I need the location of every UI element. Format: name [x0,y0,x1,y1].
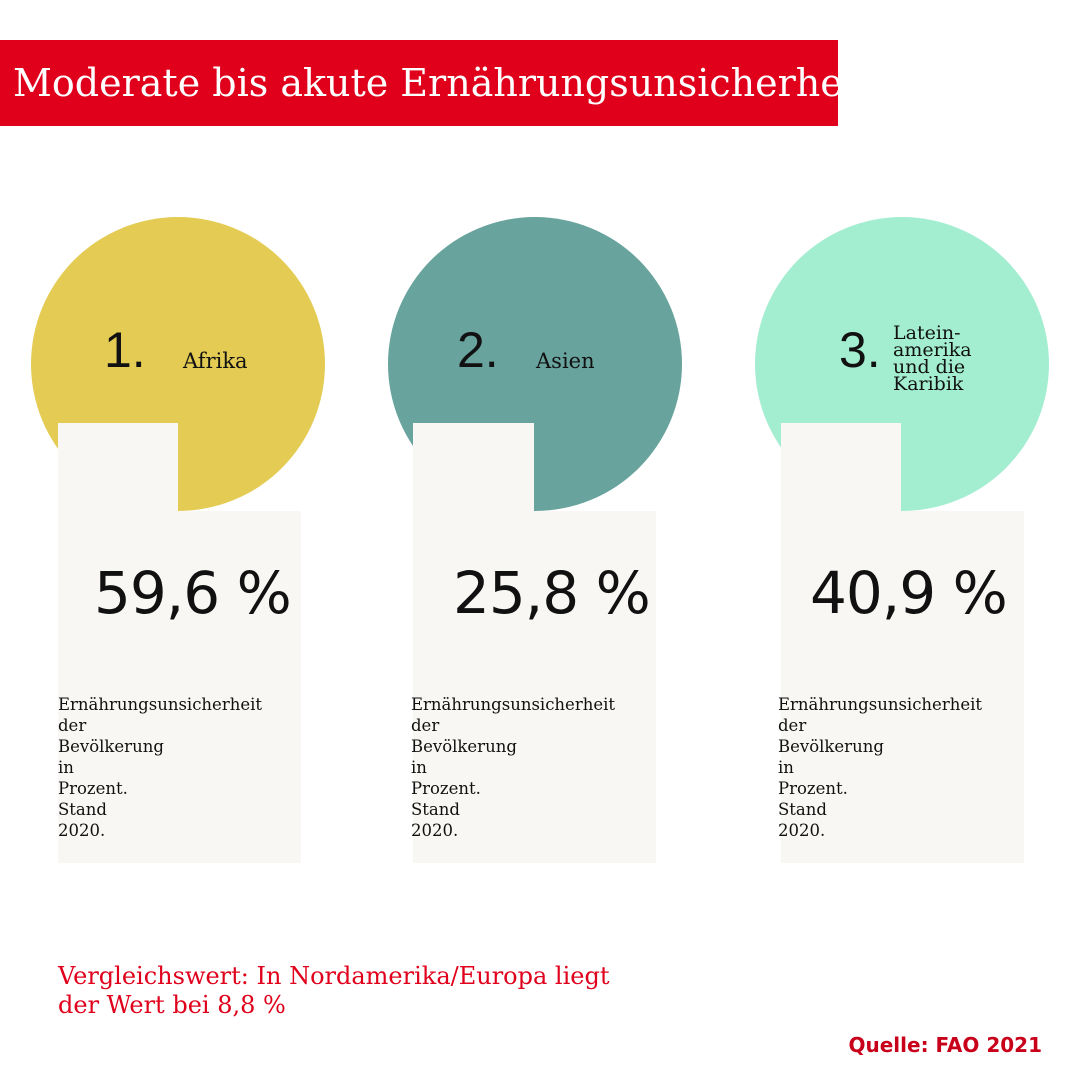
description-text: Ernährungsunsicherheit der Bevölkerung i… [778,695,983,840]
region-name: Latein- amerika und die Karibik [893,322,972,395]
region-card-africa-body [58,511,301,863]
rank-label: 2. [457,322,499,378]
title-banner: Moderate bis akute Ernährungsunsicherhei… [0,40,883,126]
value-label: 25,8 % [453,559,651,627]
region-card-asia-body [413,511,656,863]
region-card-asia [413,423,534,511]
region-card-latin-america-body [781,511,1024,863]
region-name: Asien [536,349,595,373]
rank-label: 1. [104,322,146,378]
source-credit: Quelle: FAO 2021 [848,1033,1042,1057]
description-text: Ernährungsunsicherheit der Bevölkerung i… [58,695,263,840]
region-card-africa [58,423,178,511]
comparison-note: Vergleichswert: In Nordamerika/Europa li… [58,962,610,1019]
region-name: Afrika [183,349,248,373]
rank-label: 3. [839,322,881,378]
description-text: Ernährungsunsicherheit der Bevölkerung i… [411,695,616,840]
region-card-latin-america [781,423,901,511]
value-label: 40,9 % [810,559,1008,627]
value-label: 59,6 % [94,559,292,627]
